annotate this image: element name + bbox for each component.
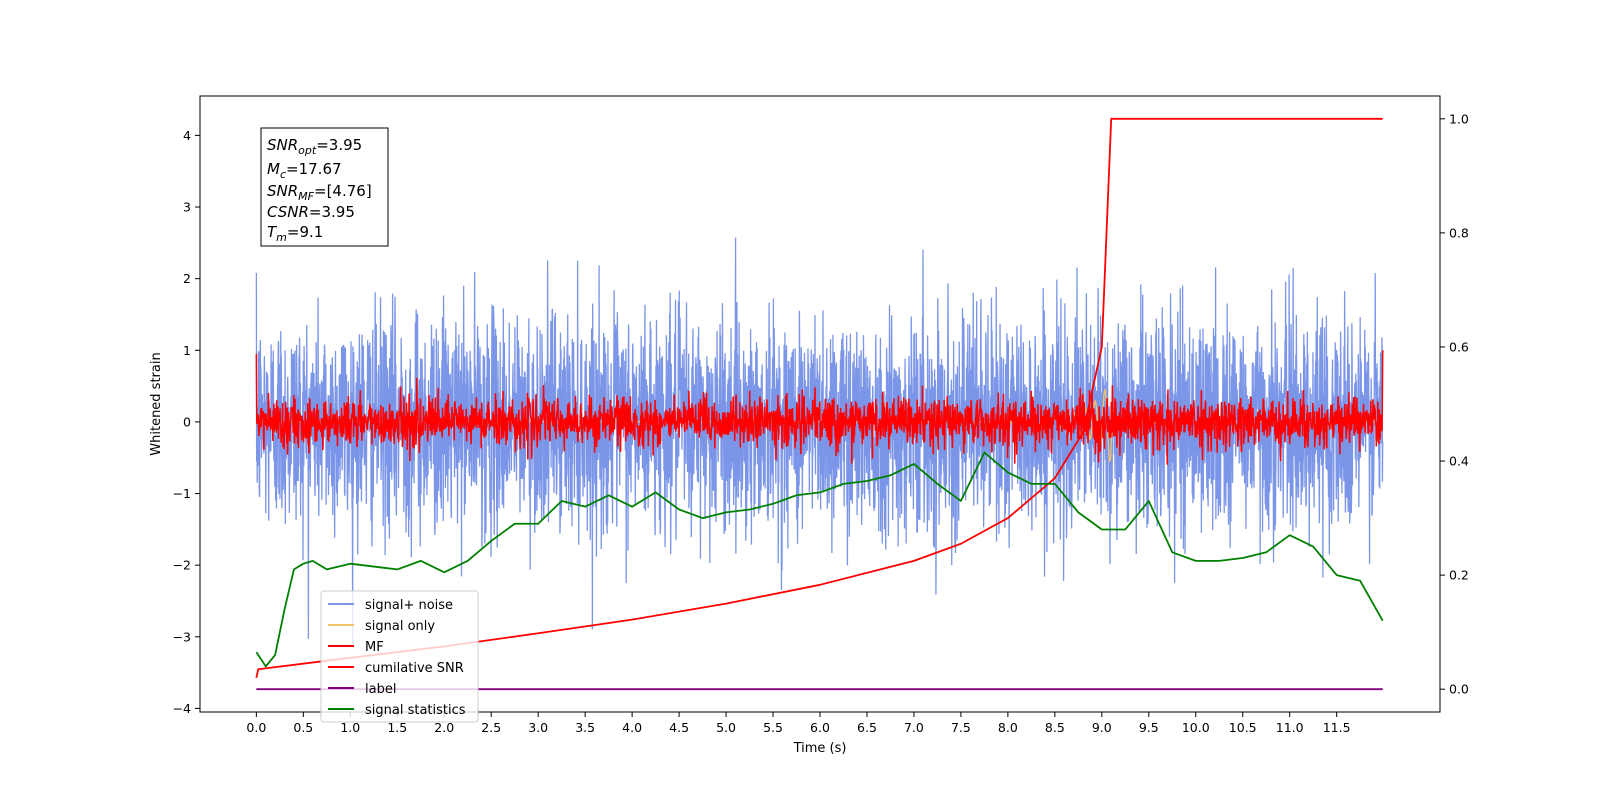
y2-axis-ticks: 1.0 0.8 0.6 0.4 0.2 0.0 [1440, 111, 1469, 697]
x-tick-label: 7.0 [904, 720, 924, 735]
annotation-box: SNRopt=3.95 Mc=17.67 SNRMF=[4.76] CSNR=3… [260, 127, 389, 247]
y-tick-label: −1 [173, 486, 191, 501]
x-tick-label: 1.5 [387, 720, 407, 735]
y-tick-label: 2 [183, 271, 191, 286]
x-tick-label: 6.0 [810, 720, 830, 735]
x-tick-label: 5.0 [716, 720, 736, 735]
x-tick-label: 6.5 [857, 720, 877, 735]
x-tick-label: 5.5 [763, 720, 783, 735]
y-axis-ticks: 4 3 2 1 0 −1 −2 −3 −4 [173, 128, 200, 716]
legend-label-cumulative-snr: cumilative SNR [365, 661, 464, 676]
series-mf [255, 350, 1384, 465]
legend-label-mf: MF [365, 640, 384, 655]
annotation-line: CSNR=3.95 [267, 203, 355, 221]
annotation-symbol: SNR [267, 182, 298, 200]
x-axis-ticks: 0.0 0.5 1.0 1.5 2.0 2.5 3.0 3.5 4.0 4.5 5.0 5.5 6.0 6… [246, 712, 1351, 735]
annotation-symbol: M [267, 160, 280, 178]
legend-label-signal-statistics: signal statistics [365, 703, 466, 718]
annotation-value: =3.95 [316, 136, 362, 154]
x-tick-label: 3.5 [575, 720, 595, 735]
annotation-line: Tm=9.1 [267, 223, 323, 244]
x-tick-label: 11.5 [1323, 720, 1351, 735]
y2-tick-label: 0.4 [1449, 454, 1469, 469]
annotation-symbol: SNR [267, 136, 298, 154]
y-tick-label: −2 [173, 558, 191, 573]
annotation-symbol: CSNR [267, 203, 309, 221]
x-tick-label: 1.0 [340, 720, 360, 735]
legend-frame [320, 590, 479, 723]
y-tick-label: 0 [183, 414, 191, 429]
x-tick-label: 8.0 [998, 720, 1018, 735]
y-tick-label: −4 [173, 701, 191, 716]
annotation-line: Mc=17.67 [267, 160, 342, 181]
annotation-value: =3.95 [309, 203, 355, 221]
x-tick-label: 4.0 [622, 720, 642, 735]
x-tick-label: 0.0 [246, 720, 266, 735]
annotation-frame [260, 127, 389, 247]
y-tick-label: 3 [183, 200, 191, 215]
y2-tick-label: 1.0 [1449, 111, 1469, 126]
annotation-subscript: MF [298, 190, 314, 203]
annotation-value: =17.67 [286, 160, 342, 178]
annotation-value: =[4.76] [314, 182, 372, 200]
x-axis-label: Time (s) [793, 741, 847, 756]
x-tick-label: 4.5 [669, 720, 689, 735]
y-axis-label: Whitened strain [149, 352, 164, 455]
series-signal-statistics [255, 451, 1384, 668]
legend-label-signal-noise: signal+ noise [365, 598, 453, 613]
x-tick-label: 3.0 [528, 720, 548, 735]
annotation-line: SNRopt=3.95 [267, 136, 362, 157]
x-tick-label: 9.5 [1139, 720, 1159, 735]
x-tick-label: 8.5 [1045, 720, 1065, 735]
y-tick-label: 1 [183, 343, 191, 358]
x-tick-label: 10.0 [1182, 720, 1210, 735]
annotation-value: =9.1 [287, 223, 323, 241]
legend-label-label: label [365, 682, 396, 697]
x-tick-label: 7.5 [951, 720, 971, 735]
y2-tick-label: 0.0 [1449, 682, 1469, 697]
x-tick-label: 10.5 [1229, 720, 1257, 735]
y2-tick-label: 0.6 [1449, 339, 1469, 354]
annotation-line: SNRMF=[4.76] [267, 182, 372, 203]
x-tick-label: 9.0 [1092, 720, 1112, 735]
annotation-subscript: c [280, 168, 286, 181]
legend-label-signal-only: signal only [365, 619, 435, 634]
annotation-symbol: T [267, 223, 278, 241]
annotation-subscript: opt [298, 144, 317, 157]
annotation-subscript: m [276, 231, 287, 244]
x-tick-label: 2.0 [434, 720, 454, 735]
x-tick-label: 0.5 [293, 720, 313, 735]
x-tick-label: 11.0 [1276, 720, 1304, 735]
y2-tick-label: 0.8 [1449, 225, 1469, 240]
y2-tick-label: 0.2 [1449, 568, 1469, 583]
legend: signal+ noise signal only MF cumilative … [320, 590, 479, 723]
y-tick-label: −3 [173, 629, 191, 644]
x-tick-label: 2.5 [481, 720, 501, 735]
y-tick-label: 4 [183, 128, 191, 143]
